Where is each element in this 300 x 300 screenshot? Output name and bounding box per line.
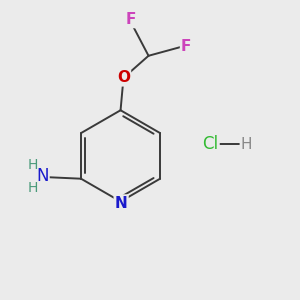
Text: H: H [27,182,38,195]
Text: N: N [115,196,128,211]
Text: H: H [27,158,38,172]
Text: O: O [117,70,130,86]
Text: F: F [181,39,191,54]
Text: Cl: Cl [202,135,218,153]
Text: F: F [126,12,136,27]
Text: N: N [36,167,48,185]
Text: H: H [241,136,252,152]
